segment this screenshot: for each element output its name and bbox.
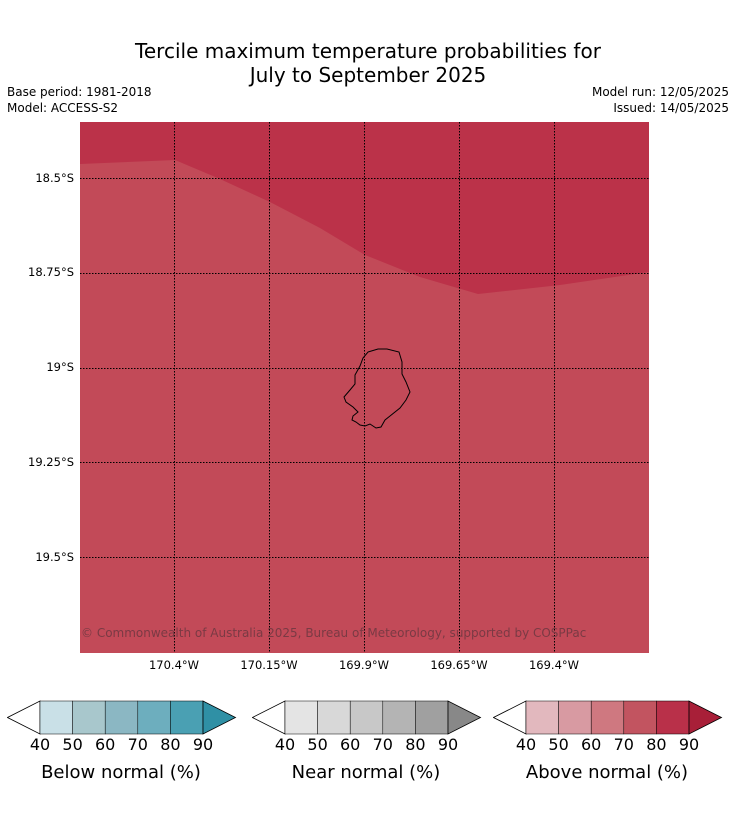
colorbar-tick-label: 50 xyxy=(548,735,569,754)
below-normal-colorbar xyxy=(7,700,237,735)
colorbar-tick-label: 90 xyxy=(437,735,459,754)
latitude-label: 18.75°S xyxy=(28,265,74,279)
map-title-line2: July to September 2025 xyxy=(249,63,487,87)
above-normal-80-90-region xyxy=(80,122,649,294)
colorbar-tick-label: 60 xyxy=(95,735,116,754)
issued-text: Issued: 14/05/2025 xyxy=(613,101,729,115)
colorbar-tick-label: 60 xyxy=(581,735,602,754)
below-normal-colorbar-segment xyxy=(39,700,73,735)
near-normal-colorbar-segment xyxy=(415,700,449,735)
colorbar-tick-label: 60 xyxy=(340,735,361,754)
below-normal-over-extension xyxy=(202,700,237,735)
colorbar-tick-label: 40 xyxy=(274,735,296,754)
latitude-label: 19°S xyxy=(46,360,74,374)
near-normal-colorbar xyxy=(252,700,482,735)
below-normal-colorbar-segment xyxy=(137,700,171,735)
latitude-label: 18.5°S xyxy=(35,171,74,185)
model-run-text: Model run: 12/05/2025 xyxy=(591,85,729,99)
map-canvas xyxy=(80,122,649,653)
above-normal-colorbar-segment xyxy=(525,700,559,735)
longitude-label: 170.4°W xyxy=(148,658,200,672)
above-normal-under-extension xyxy=(493,700,527,735)
colorbar-tick-label: 40 xyxy=(515,735,537,754)
colorbar-tick-label: 80 xyxy=(405,735,426,754)
island-coastline xyxy=(343,348,411,429)
near-normal-under-extension xyxy=(252,700,286,735)
below-normal-colorbar-segment xyxy=(72,700,106,735)
below-normal-under-extension xyxy=(7,700,41,735)
above-normal-colorbar-segment xyxy=(558,700,592,735)
colorbar-tick-label: 80 xyxy=(646,735,667,754)
near-normal-label: Near normal (%) xyxy=(291,762,441,783)
above-normal-over-extension xyxy=(688,700,723,735)
above-normal-colorbar-segment xyxy=(656,700,690,735)
above-normal-colorbar xyxy=(493,700,723,735)
colorbar-tick-label: 70 xyxy=(613,735,634,754)
above-normal-label: Above normal (%) xyxy=(525,762,689,783)
longitude-label: 170.15°W xyxy=(240,658,298,672)
colorbar-tick-label: 90 xyxy=(678,735,700,754)
graticule xyxy=(80,122,649,653)
longitude-label: 169.4°W xyxy=(528,658,580,672)
copyright-credit: © Commonwealth of Australia 2025, Bureau… xyxy=(81,626,587,640)
near-normal-colorbar-segment xyxy=(349,700,384,735)
colorbar-tick-label: 80 xyxy=(160,735,181,754)
model-text: Model: ACCESS-S2 xyxy=(7,101,119,115)
near-normal-colorbar-segment xyxy=(284,700,318,735)
latitude-label: 19.5°S xyxy=(35,550,74,564)
below-normal-colorbar-segment xyxy=(104,700,139,735)
map-panel xyxy=(80,122,649,653)
colorbar-tick-label: 70 xyxy=(127,735,148,754)
above-normal-colorbar-segment xyxy=(590,700,625,735)
near-normal-colorbar-segment xyxy=(317,700,351,735)
longitude-label: 169.9°W xyxy=(338,658,390,672)
colorbar-tick-label: 70 xyxy=(372,735,393,754)
base-period-text: Base period: 1981-2018 xyxy=(7,85,152,99)
near-normal-over-extension xyxy=(447,700,482,735)
colorbar-tick-label: 90 xyxy=(192,735,214,754)
longitude-label: 169.65°W xyxy=(430,658,488,672)
colorbar-tick-label: 50 xyxy=(62,735,83,754)
colorbar-tick-label: 40 xyxy=(29,735,51,754)
below-normal-colorbar-segment xyxy=(170,700,204,735)
above-normal-colorbar-segment xyxy=(623,700,657,735)
below-normal-label: Below normal (%) xyxy=(41,762,201,783)
latitude-label: 19.25°S xyxy=(28,455,74,469)
colorbar-tick-label: 50 xyxy=(307,735,328,754)
near-normal-colorbar-segment xyxy=(382,700,416,735)
map-title-line1: Tercile maximum temperature probabilitie… xyxy=(135,39,601,63)
